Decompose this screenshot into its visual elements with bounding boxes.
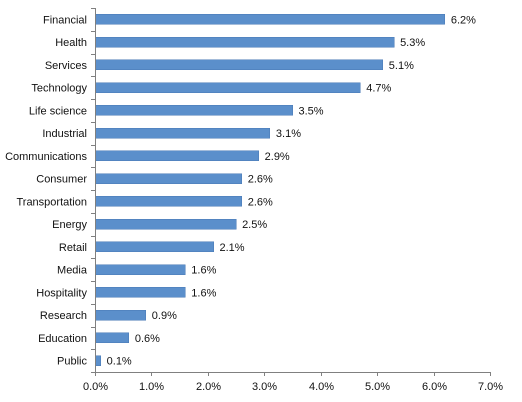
x-tick-label: 6.0% xyxy=(422,381,447,393)
category-label-media: Media xyxy=(57,265,88,277)
x-tick-label: 2.0% xyxy=(196,381,221,393)
value-label-retail: 2.1% xyxy=(220,242,245,254)
bar-consumer xyxy=(95,173,242,184)
x-tick-label: 4.0% xyxy=(309,381,334,393)
value-labels-group: 6.2% 5.3% 5.1% 4.7% 3.5% 3.1% 2.9% 2.6% 2.6% 2.5%… xyxy=(107,14,477,367)
bar-public xyxy=(95,355,101,366)
bar-industrial xyxy=(95,127,271,139)
category-label-technology: Technology xyxy=(31,83,87,95)
x-tick-label: 1.0% xyxy=(139,381,164,393)
bar-services xyxy=(95,59,384,71)
bar-media xyxy=(95,264,186,275)
value-label-life-science: 3.5% xyxy=(299,105,324,117)
category-label-transportation: Transportation xyxy=(16,196,87,208)
category-label-research: Research xyxy=(40,310,87,322)
bar-retail xyxy=(95,241,214,253)
value-label-industrial: 3.1% xyxy=(276,128,301,140)
value-label-energy: 2.5% xyxy=(242,219,267,231)
axes-group xyxy=(95,8,490,373)
value-label-hospitality: 1.6% xyxy=(191,287,216,299)
bar-financial xyxy=(95,14,446,25)
category-label-services: Services xyxy=(45,60,88,72)
bar-health xyxy=(95,36,395,48)
category-label-health: Health xyxy=(55,37,87,49)
x-tick-label: 7.0% xyxy=(478,381,503,393)
category-label-hospitality: Hospitality xyxy=(36,287,87,299)
category-label-public: Public xyxy=(57,356,87,368)
bar-technology xyxy=(95,82,361,93)
x-ticks-group: 0.0% 1.0% 2.0% 3.0% 4.0% 5.0% 6.0% 7.0% xyxy=(83,8,503,393)
bar-energy xyxy=(95,218,237,230)
value-label-media: 1.6% xyxy=(191,265,216,277)
value-label-financial: 6.2% xyxy=(451,14,476,26)
category-label-financial: Financial xyxy=(43,14,87,26)
category-label-communications: Communications xyxy=(5,151,87,163)
bars-group xyxy=(95,14,446,366)
category-label-retail: Retail xyxy=(59,242,87,254)
value-label-education: 0.6% xyxy=(135,333,160,345)
value-label-technology: 4.7% xyxy=(366,83,391,95)
bar-life-science xyxy=(95,105,293,116)
value-label-research: 0.9% xyxy=(152,310,177,322)
category-label-energy: Energy xyxy=(52,219,87,231)
category-label-life-science: Life science xyxy=(29,105,87,117)
bar-hospitality xyxy=(95,287,186,298)
category-label-consumer: Consumer xyxy=(36,174,87,186)
category-label-industrial: Industrial xyxy=(42,128,87,140)
value-label-communications: 2.9% xyxy=(265,151,290,163)
bar-research xyxy=(95,309,147,321)
x-tick-label: 3.0% xyxy=(252,381,277,393)
bar-transportation xyxy=(95,196,242,207)
category-label-education: Education xyxy=(38,333,87,345)
value-label-consumer: 2.6% xyxy=(248,174,273,186)
value-label-health: 5.3% xyxy=(400,37,425,49)
value-label-services: 5.1% xyxy=(389,60,414,72)
x-tick-label: 0.0% xyxy=(83,381,108,393)
x-tick-label: 5.0% xyxy=(365,381,390,393)
bar-education xyxy=(95,332,130,344)
value-label-transportation: 2.6% xyxy=(248,196,273,208)
category-labels-group: Financial Health Services Technology Life sc… xyxy=(5,14,88,367)
value-label-public: 0.1% xyxy=(107,356,132,368)
bar-communications xyxy=(95,150,259,162)
